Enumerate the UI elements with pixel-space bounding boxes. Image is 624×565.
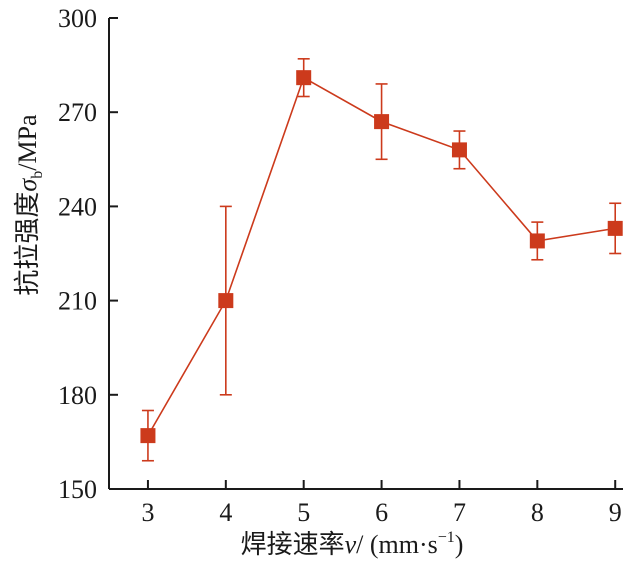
x-axis-title-var: v: [345, 530, 357, 559]
data-point-5: [529, 233, 545, 249]
x-axis-title-unit: / (mm·s: [356, 530, 438, 559]
axes: [108, 17, 623, 490]
x-tick-label-1: 4: [219, 498, 232, 527]
y-tick-label-0: 150: [58, 475, 97, 504]
y-tick-label-5: 300: [58, 4, 97, 33]
y-axis-title-prefix: 抗拉强度: [13, 192, 42, 296]
x-tick-label-5: 8: [531, 498, 544, 527]
x-tick-labels: 3 4 5 6 7 8 9: [141, 498, 621, 527]
y-axis-title-sub: b: [29, 171, 46, 179]
x-tick-label-0: 3: [141, 498, 154, 527]
data-point-2: [296, 70, 312, 86]
x-axis-title-prefix: 焊接速率: [241, 530, 345, 559]
y-axis-title: 抗拉强度σb/MPa: [13, 114, 46, 296]
y-tick-labels: 150 180 210 240 270 300: [58, 4, 97, 504]
y-axis-title-unit: /MPa: [13, 114, 42, 171]
x-tick-label-4: 7: [453, 498, 466, 527]
data-point-4: [451, 142, 467, 158]
x-axis-title: 焊接速率v/ (mm·s−1): [241, 529, 464, 559]
x-axis-title-exp: −1: [438, 529, 455, 546]
data-point-0: [140, 428, 156, 444]
data-point-1: [218, 293, 234, 309]
y-tick-label-1: 180: [58, 381, 97, 410]
data-point-6: [607, 220, 623, 236]
y-tick-label-4: 270: [58, 98, 97, 127]
data-point-3: [374, 114, 390, 130]
data-markers: [140, 70, 623, 444]
x-axis-title-close: ): [455, 530, 464, 559]
y-tick-label-3: 240: [58, 192, 97, 221]
y-tick-label-2: 210: [58, 287, 97, 316]
x-tick-label-2: 5: [297, 498, 310, 527]
x-tick-label-3: 6: [375, 498, 388, 527]
x-tick-label-6: 9: [609, 498, 622, 527]
y-axis-title-var: σ: [13, 178, 42, 192]
